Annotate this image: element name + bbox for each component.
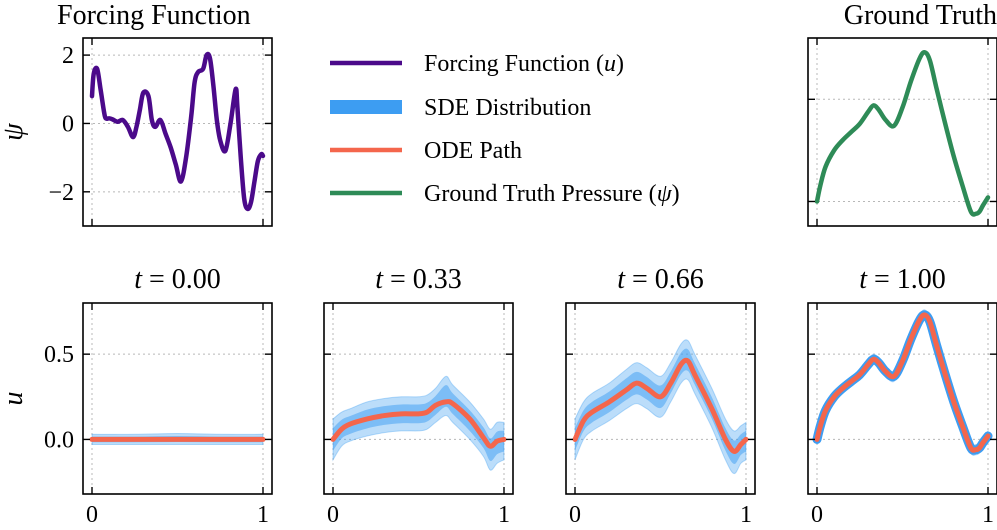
sde-band-core [333,385,504,462]
legend-label: SDE Distribution [424,95,591,121]
series-group [812,309,993,456]
axes-frame [82,37,273,227]
legend-label: ODE Path [424,138,522,164]
x-tick-label: 1 [982,502,994,528]
panel-title: t = 0.33 [375,264,462,295]
ode-path-line [330,399,507,449]
y-axis-label: u [0,392,29,406]
y-tick-label: −2 [48,180,74,206]
axes-frame [807,302,997,495]
panel-t2: 0 1 t = 0.66 [565,264,756,528]
panel-t3: 0 1 t = 1.00 [807,264,997,528]
series-group [89,432,266,446]
y-tick-label: 2 [62,43,74,69]
y-tick-label: 0 [62,111,74,137]
x-tick-label: 1 [257,502,269,528]
x-tick-label: 0 [327,502,339,528]
x-tick-label: 0 [86,502,98,528]
y-tick-label: 0.5 [44,342,74,368]
panel-title: t = 1.00 [859,264,946,295]
forcing-function-line [89,51,266,212]
x-tick-label: 1 [740,502,752,528]
axes-frame [565,302,756,495]
panel-title: Ground Truth [844,0,997,31]
ode-path-line [572,357,749,454]
panel-t0: 0 1 0.0 0.5 t = 0.00 u [0,264,273,528]
axes-frame [82,302,273,495]
axes-frame [807,37,997,227]
y-tick-label: 0.0 [44,427,74,453]
legend-label: Ground Truth Pressure (ψ) [424,181,680,207]
series-group [572,339,749,475]
panel-title: t = 0.66 [617,264,704,295]
series-group [89,51,266,212]
sde-band-core [575,348,746,464]
x-tick-label: 0 [569,502,581,528]
series-group [814,50,991,217]
y-axis-label: ψ [0,123,29,141]
legend: Forcing Function (u) SDE Distribution ODE … [330,51,680,207]
ode-path-line [814,312,991,453]
legend-label: Forcing Function (u) [424,51,624,77]
x-tick-label: 0 [811,502,823,528]
axes-frame [323,302,514,495]
sde-band [332,375,505,471]
ground-truth-line [814,50,991,217]
panel-ground_truth: Ground Truth [807,0,997,227]
panel-title: Forcing Function [57,0,251,31]
series-group [330,375,507,471]
panel-title: t = 0.00 [134,264,221,295]
panel-forcing: 2 0 −2 Forcing Function ψ [0,0,273,227]
panel-t1: 0 1 t = 0.33 [323,264,514,528]
x-tick-label: 1 [498,502,510,528]
